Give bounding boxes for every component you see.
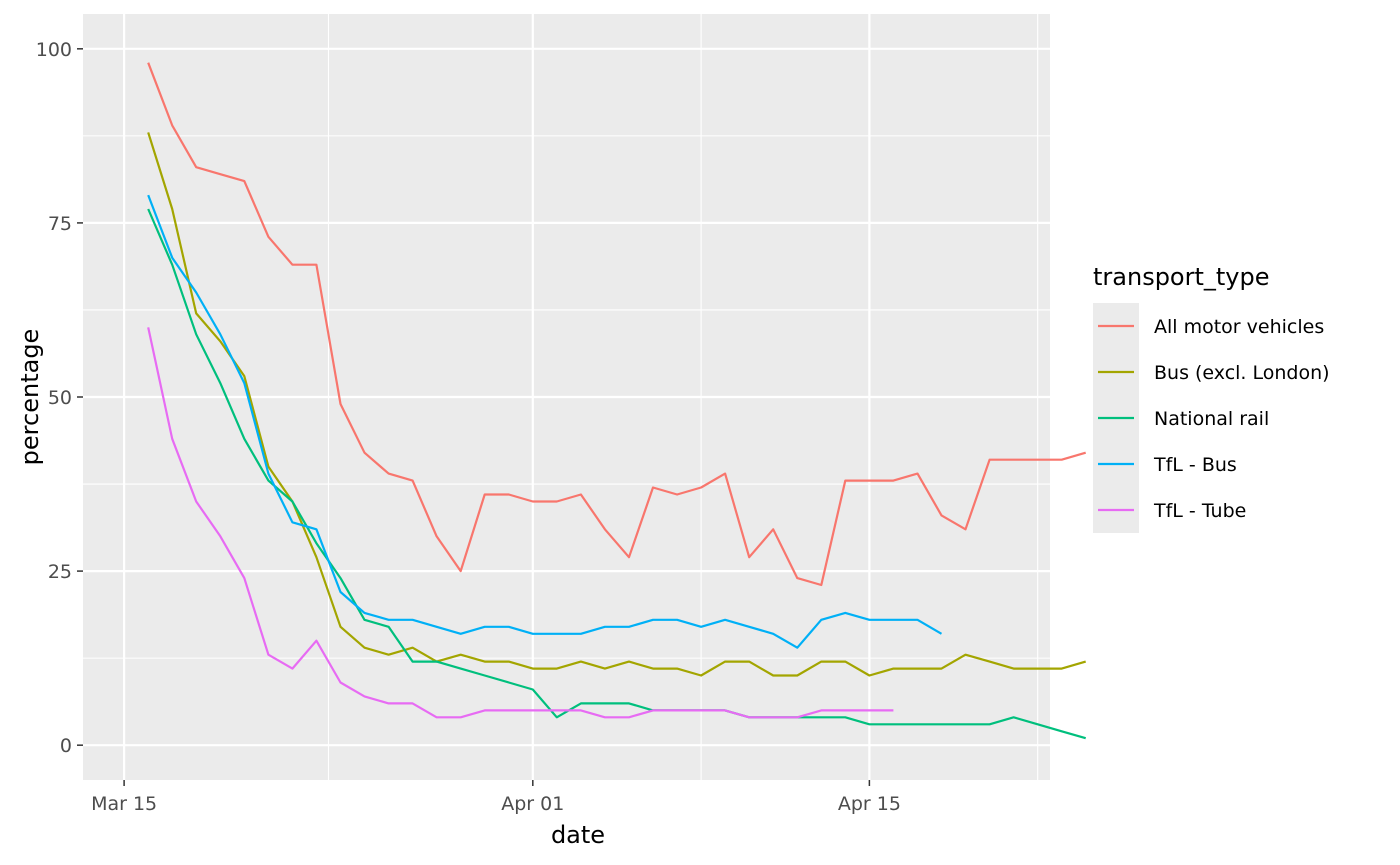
legend-label-bus-excl-london: Bus (excl. London): [1154, 362, 1330, 384]
y-tick-label: 50: [48, 387, 72, 409]
y-tick-label: 100: [36, 39, 72, 61]
series-line-bus-excl-london: [147, 132, 1087, 677]
x-axis-title: date: [551, 821, 605, 849]
series-line-tfl-bus: [147, 194, 943, 649]
legend-items: All motor vehicles Bus (excl. London) Nati…: [1098, 316, 1330, 522]
legend: transport_type All motor vehicles Bus (ex…: [1093, 263, 1330, 533]
y-tick-label: 0: [60, 735, 72, 757]
x-tick-label: Apr 01: [501, 793, 564, 815]
y-tick-label: 25: [48, 561, 72, 583]
legend-label-tfl-bus: TfL - Bus: [1153, 454, 1237, 476]
major-gridlines: [83, 14, 1050, 780]
legend-label-all-motor-vehicles: All motor vehicles: [1154, 316, 1324, 338]
series-line-all-motor-vehicles: [147, 62, 1087, 587]
series-lines: [147, 62, 1087, 740]
legend-label-tfl-tube: TfL - Tube: [1153, 500, 1246, 522]
legend-label-national-rail: National rail: [1154, 408, 1269, 430]
x-axis: Mar 15 Apr 01 Apr 15: [91, 780, 901, 815]
x-tick-label: Apr 15: [838, 793, 901, 815]
series-line-national-rail: [147, 208, 1087, 740]
y-axis-title: percentage: [16, 329, 44, 466]
y-tick-label: 75: [48, 213, 72, 235]
series-line-tfl-tube: [147, 327, 894, 719]
legend-title: transport_type: [1093, 263, 1270, 291]
y-axis: 0 25 50 75 100: [36, 39, 83, 757]
x-tick-label: Mar 15: [91, 793, 157, 815]
